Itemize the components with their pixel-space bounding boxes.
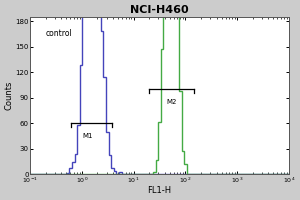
Text: M1: M1 [82, 133, 93, 139]
X-axis label: FL1-H: FL1-H [148, 186, 172, 195]
Text: M2: M2 [167, 99, 177, 105]
Title: NCI-H460: NCI-H460 [130, 5, 189, 15]
Y-axis label: Counts: Counts [5, 81, 14, 110]
Text: control: control [46, 29, 72, 38]
